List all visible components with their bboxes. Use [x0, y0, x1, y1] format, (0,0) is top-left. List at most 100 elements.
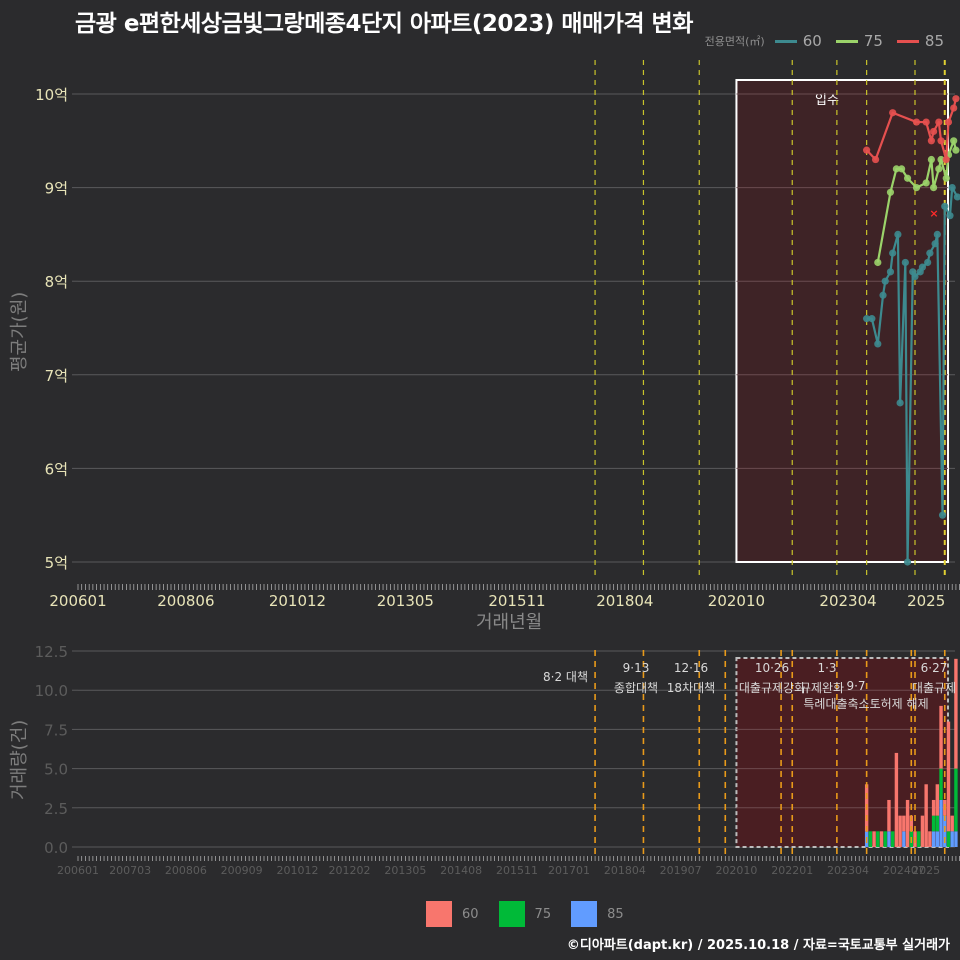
price-point-60 [868, 315, 876, 323]
volume-bar-60 [935, 784, 940, 816]
price-point-60 [941, 202, 949, 210]
price-point-85 [950, 104, 958, 112]
price-point-60 [886, 268, 895, 276]
volume-bar-60 [946, 721, 951, 832]
bar-legend-swatch-75 [498, 901, 525, 927]
volume-x-tick-label: 201305 [384, 864, 426, 877]
price-point-60 [926, 249, 934, 257]
volume-bar-60 [879, 831, 884, 847]
price-point-75 [922, 179, 930, 187]
bar-legend-label-60: 60 [462, 906, 479, 922]
price-y-tick-label: 7억 [45, 367, 68, 385]
volume-bar-75 [939, 768, 943, 800]
price-point-85 [912, 118, 921, 126]
volume-y-tick-label: 12.5 [35, 643, 68, 661]
price-point-60 [933, 230, 941, 238]
legend-label-60: 60 [802, 32, 822, 50]
volume-bar-85 [939, 799, 943, 847]
volume-bar-60 [909, 815, 913, 832]
price-point-85 [889, 109, 897, 117]
outlier-marker: × [929, 207, 938, 220]
volume-bar-75 [935, 815, 940, 832]
volume-bar-75 [876, 831, 880, 847]
policy-annotation-date: 12·16 [674, 661, 708, 675]
credit-text: ©디아파트(dapt.kr) / 2025.10.18 / 자료=국토교통부 실… [566, 938, 950, 953]
price-point-75 [942, 174, 950, 182]
price-point-85 [944, 118, 953, 126]
volume-x-tick-label: 201012 [276, 864, 318, 877]
price-x-tick-label: 202304 [819, 592, 876, 610]
price-point-85 [922, 118, 930, 126]
policy-annotation-date: 6·27 [921, 661, 948, 675]
volume-bar-85 [935, 831, 940, 847]
price-point-85 [942, 155, 950, 164]
volume-x-tick-label: 200806 [165, 864, 207, 877]
volume-x-tick-label: 202304 [827, 864, 869, 877]
volume-bar-85 [954, 831, 958, 847]
price-point-85 [937, 137, 945, 145]
price-point-60 [948, 184, 956, 192]
volume-bar-60 [902, 815, 906, 832]
volume-y-axis-title: 거래량(건) [9, 719, 30, 800]
price-x-tick-label: 201012 [269, 592, 326, 610]
price-point-60 [863, 315, 871, 323]
volume-bar-60 [894, 752, 899, 847]
move-in-highlight-box [735, 79, 949, 563]
price-point-75 [950, 137, 958, 145]
price-x-tick-label: 201804 [596, 592, 653, 610]
bar-legend-label-75: 75 [534, 906, 552, 922]
chart-title: 금광 e편한세상금빛그랑메종4단지 아파트(2023) 매매가격 변화 [75, 11, 693, 37]
price-y-axis-title: 평균가(원) [9, 291, 30, 372]
price-point-85 [927, 137, 935, 145]
volume-x-tick-label: 201202 [329, 864, 371, 877]
volume-x-tick-label: 202010 [715, 864, 757, 877]
price-x-tick-label: 201305 [377, 592, 434, 610]
volume-x-tick-label: 201511 [496, 864, 538, 877]
price-point-85 [930, 127, 938, 136]
bar-legend-swatch-60 [426, 901, 452, 927]
volume-bar-75 [946, 831, 951, 847]
price-y-tick-label: 6억 [45, 460, 68, 478]
volume-y-tick-label: 7.5 [44, 721, 68, 739]
price-y-tick-label: 10억 [35, 86, 68, 104]
volume-bar-60 [924, 784, 928, 847]
volume-bar-60 [898, 815, 902, 847]
volume-x-tick-label: 201907 [660, 864, 702, 877]
volume-bar-60 [920, 815, 925, 847]
price-point-60 [953, 193, 960, 201]
policy-annotation-date: 9·7 [846, 679, 865, 693]
policy-annotation-label: 종합대책 [614, 680, 658, 695]
legend-area: 전용면적(㎡) 60 75 85 [705, 32, 952, 50]
price-x-tick-label: 202010 [708, 592, 765, 610]
price-point-75 [874, 258, 882, 267]
price-point-85 [871, 155, 880, 164]
price-point-60 [903, 558, 912, 566]
volume-x-tick-label: 202407 [883, 864, 925, 877]
price-point-60 [881, 277, 889, 285]
volume-bar-60 [950, 815, 954, 832]
legend-swatch-85 [896, 39, 919, 43]
price-point-60 [879, 291, 887, 299]
price-point-60 [946, 212, 954, 220]
price-point-85 [863, 146, 871, 154]
policy-annotation-label: 18차대책 [667, 680, 715, 695]
volume-bar-85 [950, 831, 954, 847]
policy-annotation-label: 대출규제 [912, 681, 956, 695]
policy-annotation-date: 9·13 [623, 661, 650, 675]
volume-x-tick-label: 202201 [771, 864, 813, 877]
price-point-85 [935, 118, 943, 126]
price-point-60 [901, 258, 909, 267]
legend-swatch-75 [835, 39, 858, 43]
price-point-60 [918, 263, 927, 271]
bar-legend-swatch-85 [571, 901, 598, 927]
volume-x-tick-label: 200601 [57, 864, 99, 877]
policy-annotation-date: 1·3 [817, 661, 836, 675]
price-x-tick-label: 200806 [157, 592, 214, 610]
price-y-tick-label: 8억 [45, 273, 68, 291]
volume-bar-60 [939, 705, 943, 769]
volume-y-tick-label: 0.0 [44, 839, 68, 857]
volume-bar-75 [954, 768, 958, 832]
policy-annotation-label: 대출규제강화 [739, 681, 805, 695]
price-x-tick-label: 201511 [488, 592, 545, 610]
